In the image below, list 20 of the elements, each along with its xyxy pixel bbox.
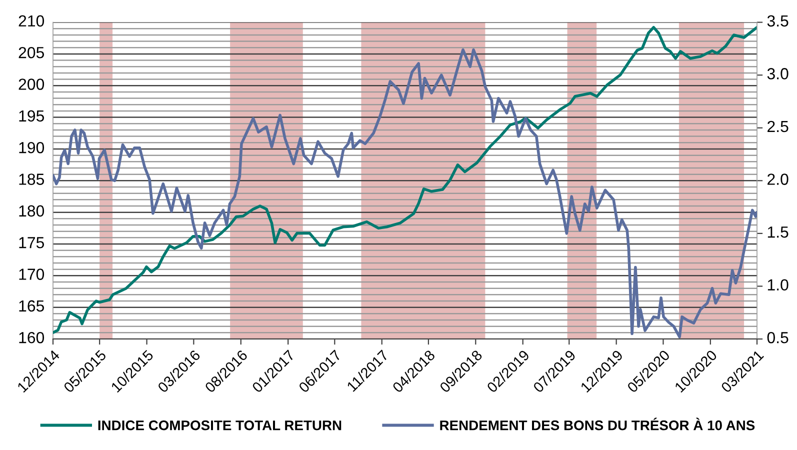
y-tick-label: 205 — [18, 46, 44, 58]
y2-tick-label: 1.0 — [768, 279, 788, 291]
y-tick-label: 195 — [19, 110, 44, 122]
y-tick-label: 200 — [18, 78, 44, 90]
y-tick-label: 190 — [19, 142, 44, 154]
y-tick-label: 160 — [19, 332, 44, 344]
y2-tick-label: 0.5 — [767, 332, 788, 344]
y2-tick-label: 3.5 — [767, 15, 788, 27]
y2-tick-label: 3.0 — [767, 68, 788, 80]
y2-tick-label: 1.5 — [768, 226, 788, 238]
y2-tick-label: 2.0 — [768, 174, 788, 185]
legend-label: RENDEMENT DES BONS DU TRÉSOR À 10 ANS — [440, 418, 755, 430]
y-tick-label: 185 — [19, 174, 44, 185]
y-tick-label: 210 — [18, 15, 44, 27]
y-tick-label: 165 — [19, 300, 44, 312]
y2-tick-label: 2.5 — [768, 120, 788, 132]
y-tick-label: 180 — [19, 205, 44, 217]
legend-label: INDICE COMPOSITE TOTAL RETURN — [98, 420, 342, 430]
y-tick-label: 170 — [19, 268, 44, 280]
y-tick-label: 175 — [19, 237, 44, 248]
